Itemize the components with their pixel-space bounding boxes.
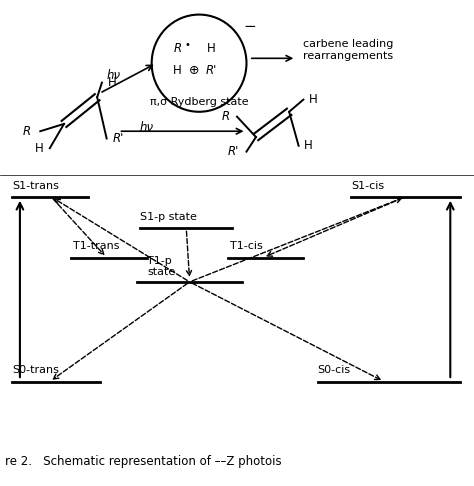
- Text: S1-p state: S1-p state: [140, 212, 197, 222]
- Text: H: H: [207, 42, 215, 55]
- Text: R': R': [112, 132, 124, 145]
- Text: −: −: [244, 19, 256, 34]
- Text: S1-trans: S1-trans: [12, 180, 59, 191]
- Text: hν: hν: [140, 121, 154, 134]
- Text: carbene leading: carbene leading: [303, 39, 394, 49]
- Text: S1-cis: S1-cis: [351, 180, 384, 191]
- Text: H: H: [304, 139, 313, 152]
- Text: R: R: [173, 42, 182, 55]
- Text: R': R': [205, 64, 217, 77]
- Text: ⊕: ⊕: [189, 64, 200, 77]
- Text: T1-cis: T1-cis: [230, 241, 263, 251]
- Text: H: H: [173, 64, 182, 77]
- Text: R: R: [222, 110, 230, 123]
- Text: R': R': [228, 145, 239, 158]
- Text: H: H: [309, 93, 318, 106]
- Text: H: H: [36, 142, 44, 155]
- Text: hν: hν: [107, 69, 121, 82]
- Text: R: R: [23, 125, 31, 138]
- Text: •: •: [184, 40, 190, 50]
- Text: T1-p
state: T1-p state: [147, 256, 175, 277]
- Text: re 2.   Schematic representation of ––Z photois: re 2. Schematic representation of ––Z ph…: [5, 455, 282, 468]
- Text: T1-trans: T1-trans: [73, 241, 120, 251]
- Text: H: H: [108, 76, 116, 89]
- Text: π,σ Rydberg state: π,σ Rydberg state: [150, 97, 248, 107]
- Ellipse shape: [152, 15, 246, 112]
- Text: S0-cis: S0-cis: [318, 365, 351, 375]
- Text: S0-trans: S0-trans: [12, 365, 59, 375]
- Text: rearrangements: rearrangements: [303, 51, 393, 61]
